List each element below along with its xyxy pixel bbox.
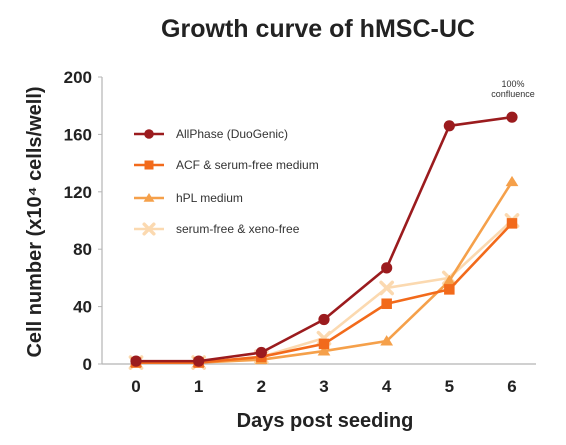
legend-label: hPL medium bbox=[176, 191, 243, 205]
legend-label: ACF & serum-free medium bbox=[176, 158, 319, 172]
y-tick-label: 120 bbox=[64, 183, 92, 202]
data-point bbox=[506, 218, 518, 229]
x-axis-label: Days post seeding bbox=[237, 410, 414, 432]
data-point bbox=[144, 160, 154, 170]
annotations: 100%confluence bbox=[491, 79, 535, 99]
data-point bbox=[443, 120, 455, 132]
data-point bbox=[142, 222, 156, 236]
data-point bbox=[130, 355, 142, 367]
series-acf-serum-free-medium bbox=[130, 218, 518, 368]
data-point bbox=[380, 335, 394, 346]
annotation-line: 100% bbox=[501, 79, 524, 89]
data-point bbox=[193, 355, 205, 367]
data-point bbox=[381, 262, 393, 274]
legend-item-allphase-duogenic: AllPhase (DuoGenic) bbox=[134, 127, 288, 141]
data-point bbox=[317, 345, 331, 356]
x-tick-label: 2 bbox=[257, 377, 266, 396]
y-axis-label: Cell number (x10⁴ cells/well) bbox=[24, 86, 46, 357]
y-tick-label: 80 bbox=[73, 240, 92, 259]
x-tick-label: 3 bbox=[319, 377, 328, 396]
y-tick-label: 160 bbox=[64, 125, 92, 144]
annotation-confluence: 100%confluence bbox=[491, 79, 535, 99]
axes bbox=[98, 76, 536, 365]
series-line bbox=[136, 181, 514, 364]
data-point bbox=[143, 192, 155, 202]
data-point bbox=[144, 129, 154, 139]
y-tick-label: 200 bbox=[64, 68, 92, 87]
legend-label: serum-free & xeno-free bbox=[176, 222, 300, 236]
data-point bbox=[505, 175, 519, 187]
series-allphase-duogenic bbox=[130, 111, 518, 367]
x-tick-label: 4 bbox=[382, 377, 392, 396]
legend-item-hpl-medium: hPL medium bbox=[134, 191, 243, 205]
data-point bbox=[444, 284, 455, 295]
y-tick-label: 0 bbox=[83, 355, 92, 374]
x-tick-label: 1 bbox=[194, 377, 203, 396]
legend-item-serum-free-xeno-free: serum-free & xeno-free bbox=[134, 222, 300, 236]
x-tick-label: 0 bbox=[131, 377, 140, 396]
data-point bbox=[442, 274, 456, 286]
tick-labels: 0 40 80 120 160 200 0 1 2 3 4 5 6 bbox=[64, 68, 517, 396]
x-tick-label: 5 bbox=[445, 377, 454, 396]
data-point bbox=[506, 111, 518, 123]
legend: AllPhase (DuoGenic) ACF & serum-free medi… bbox=[134, 127, 319, 236]
data-point bbox=[379, 280, 395, 296]
data-point bbox=[255, 346, 267, 359]
data-point bbox=[318, 338, 330, 350]
chart-title: Growth curve of hMSC-UC bbox=[161, 15, 475, 43]
y-tick-label: 40 bbox=[73, 298, 92, 317]
annotation-line: confluence bbox=[491, 89, 535, 99]
legend-item-acf-serum-free-medium: ACF & serum-free medium bbox=[134, 158, 319, 172]
legend-label: AllPhase (DuoGenic) bbox=[176, 127, 288, 141]
data-point bbox=[318, 313, 330, 326]
series-group bbox=[128, 111, 520, 370]
data-point bbox=[381, 298, 392, 309]
x-tick-label: 6 bbox=[507, 377, 516, 396]
